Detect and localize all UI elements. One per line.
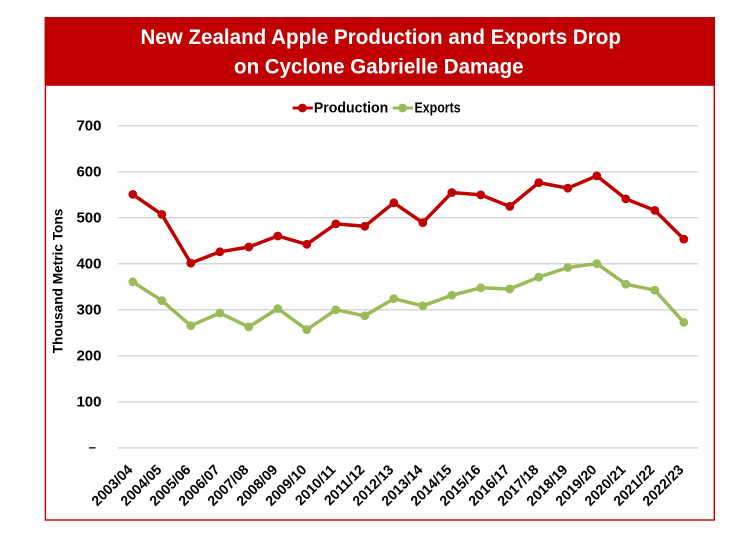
svg-text:Exports: Exports [415, 101, 461, 117]
svg-text:700: 700 [76, 118, 101, 135]
svg-text:500: 500 [76, 210, 101, 227]
svg-text:Production: Production [314, 101, 388, 117]
svg-text:200: 200 [76, 348, 101, 365]
svg-text:–: – [89, 440, 96, 455]
svg-text:Thousand Metric Tons: Thousand Metric Tons [50, 208, 66, 353]
svg-text:300: 300 [76, 302, 101, 319]
svg-text:on Cyclone Gabrielle Damage: on Cyclone Gabrielle Damage [234, 55, 524, 78]
svg-text:New Zealand Apple Production a: New Zealand Apple Production and Exports… [140, 26, 621, 49]
svg-text:100: 100 [76, 394, 101, 411]
svg-text:600: 600 [76, 164, 101, 181]
svg-text:400: 400 [76, 256, 101, 273]
